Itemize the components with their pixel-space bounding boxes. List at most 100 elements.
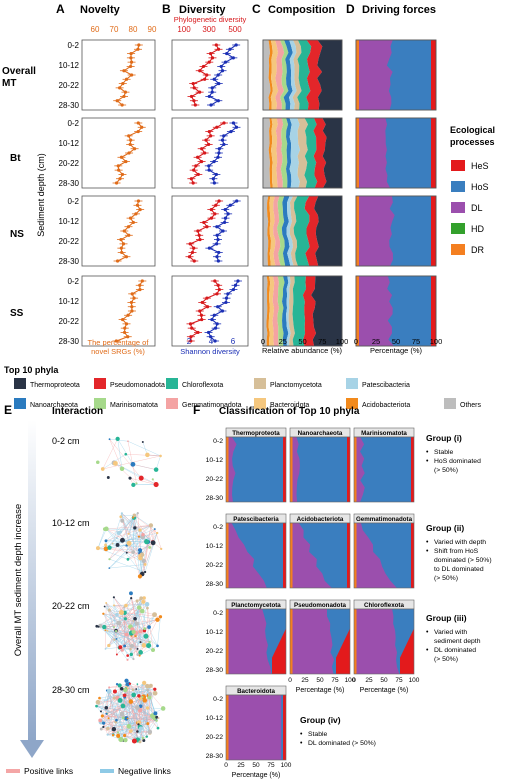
f-dr-area <box>290 609 293 674</box>
row-label-ss: SS <box>10 308 24 319</box>
network-node <box>141 532 145 537</box>
network-node <box>117 698 123 703</box>
novelty-point <box>129 60 134 64</box>
network-node <box>133 616 137 621</box>
novelty-point <box>126 225 131 229</box>
group-bullet-dot: • <box>300 731 303 738</box>
shannon-diversity-series <box>204 121 241 185</box>
novelty-point <box>129 300 134 305</box>
network-node <box>131 630 136 635</box>
network-link <box>142 441 148 455</box>
composition-area-bacteroidota <box>271 118 278 188</box>
network-link <box>103 613 149 646</box>
phylogenetic-diversity-point <box>217 199 221 203</box>
network-node <box>143 633 149 639</box>
network-link <box>114 639 134 660</box>
f-x-tick: 0 <box>288 677 292 684</box>
f-depth-tick: 20-22 <box>206 562 224 569</box>
phylogenetic-diversity-point <box>200 317 204 322</box>
process-swatch-hes <box>451 160 465 171</box>
network-node <box>124 716 129 721</box>
network-node <box>132 513 137 518</box>
process-swatch-dl <box>451 202 465 213</box>
network-link <box>113 462 142 479</box>
f-depth-tick: 10-12 <box>206 715 224 722</box>
composition-area-patescibacteria <box>286 276 291 346</box>
f-x-tick: 100 <box>409 677 420 684</box>
phylogenetic-diversity-point <box>204 138 208 142</box>
network-node <box>129 729 133 733</box>
novelty-point <box>121 81 125 86</box>
composition-area-bacteroidota <box>270 40 279 110</box>
panel-a-frame <box>81 195 156 267</box>
f-depth-tick: 28-30 <box>206 753 224 760</box>
f-panel-border <box>225 522 287 589</box>
network-node <box>144 601 150 607</box>
shannon-diversity-point <box>217 147 221 151</box>
network-link <box>100 625 120 648</box>
f-x-tick: 25 <box>365 677 373 684</box>
novelty-tick: 90 <box>148 25 157 34</box>
novelty-point <box>132 147 137 151</box>
shannon-diversity-point <box>217 250 221 255</box>
composition-area-patescibacteria <box>289 118 301 188</box>
network-node <box>129 652 133 657</box>
novelty-point <box>129 138 133 142</box>
network-node <box>150 647 156 653</box>
network-node <box>105 602 108 604</box>
network-link <box>109 609 158 620</box>
depth-tick-label: 0-2 <box>67 197 79 206</box>
f-panel-border <box>353 522 415 589</box>
network-node <box>102 721 106 725</box>
network-link <box>127 695 140 719</box>
panel-b-title: Diversity <box>179 4 226 16</box>
shannon-diversity-point <box>229 129 233 134</box>
f-panel-planctomycetota: Planctomycetota 0-2 10-12 20-22 28-30 <box>206 599 287 675</box>
network-link <box>98 626 125 647</box>
composition-area-gemmatimonadota <box>275 40 285 110</box>
depth-tick-label: 20-22 <box>59 159 80 168</box>
network-node <box>145 683 150 689</box>
composition-area-others <box>263 196 269 266</box>
network-link <box>109 610 117 639</box>
network-node <box>141 736 145 740</box>
phylum-swatch-marinisomatota <box>94 398 106 409</box>
network-link <box>130 707 148 732</box>
shannon-diversity-point <box>213 339 217 343</box>
f-panel-bacteroidota: Bacteroidota 0-2 10-12 20-22 28-30 <box>206 685 287 761</box>
phylogenetic-diversity-point <box>191 81 195 86</box>
f-dr-area <box>354 523 357 588</box>
phylogenetic-diversity-point <box>196 229 200 233</box>
phylum-label-chloroflexota: Chloroflexota <box>182 382 223 389</box>
novelty-point <box>136 47 140 51</box>
shannon-diversity-point <box>215 242 219 246</box>
network-depth-label: 0-2 cm <box>52 436 80 446</box>
legend-processes-title-1: Ecological <box>450 125 495 135</box>
phylogenetic-diversity-point <box>192 99 196 103</box>
network-node <box>119 711 125 717</box>
network-node <box>103 546 109 552</box>
shannon-tick: 4 <box>209 337 214 346</box>
composition-xlabel: Relative abundance (%) <box>262 346 343 355</box>
network-node <box>136 512 139 515</box>
phylum-swatch-gemmatimonadota <box>166 398 178 409</box>
network-node <box>115 653 118 656</box>
process-swatch-hd <box>451 223 465 234</box>
network-node <box>105 726 110 731</box>
panel-d-border <box>355 275 437 347</box>
network-node <box>105 712 108 715</box>
phylogenetic-diversity-point <box>198 69 202 73</box>
f-hes-area <box>347 523 350 588</box>
f-dr-area <box>354 609 357 674</box>
network-node <box>147 691 153 697</box>
network-node <box>116 733 121 738</box>
network-node <box>153 482 159 488</box>
network-node <box>115 543 120 547</box>
network-link <box>140 532 158 556</box>
phylogenetic-diversity-point <box>214 203 218 207</box>
group-bullet-text: (> 50%) <box>434 467 458 474</box>
shannon-diversity-point <box>220 69 225 73</box>
network-node <box>102 624 107 630</box>
network-node <box>143 562 147 566</box>
driving-forces-xlabel: Percentage (%) <box>370 346 423 355</box>
